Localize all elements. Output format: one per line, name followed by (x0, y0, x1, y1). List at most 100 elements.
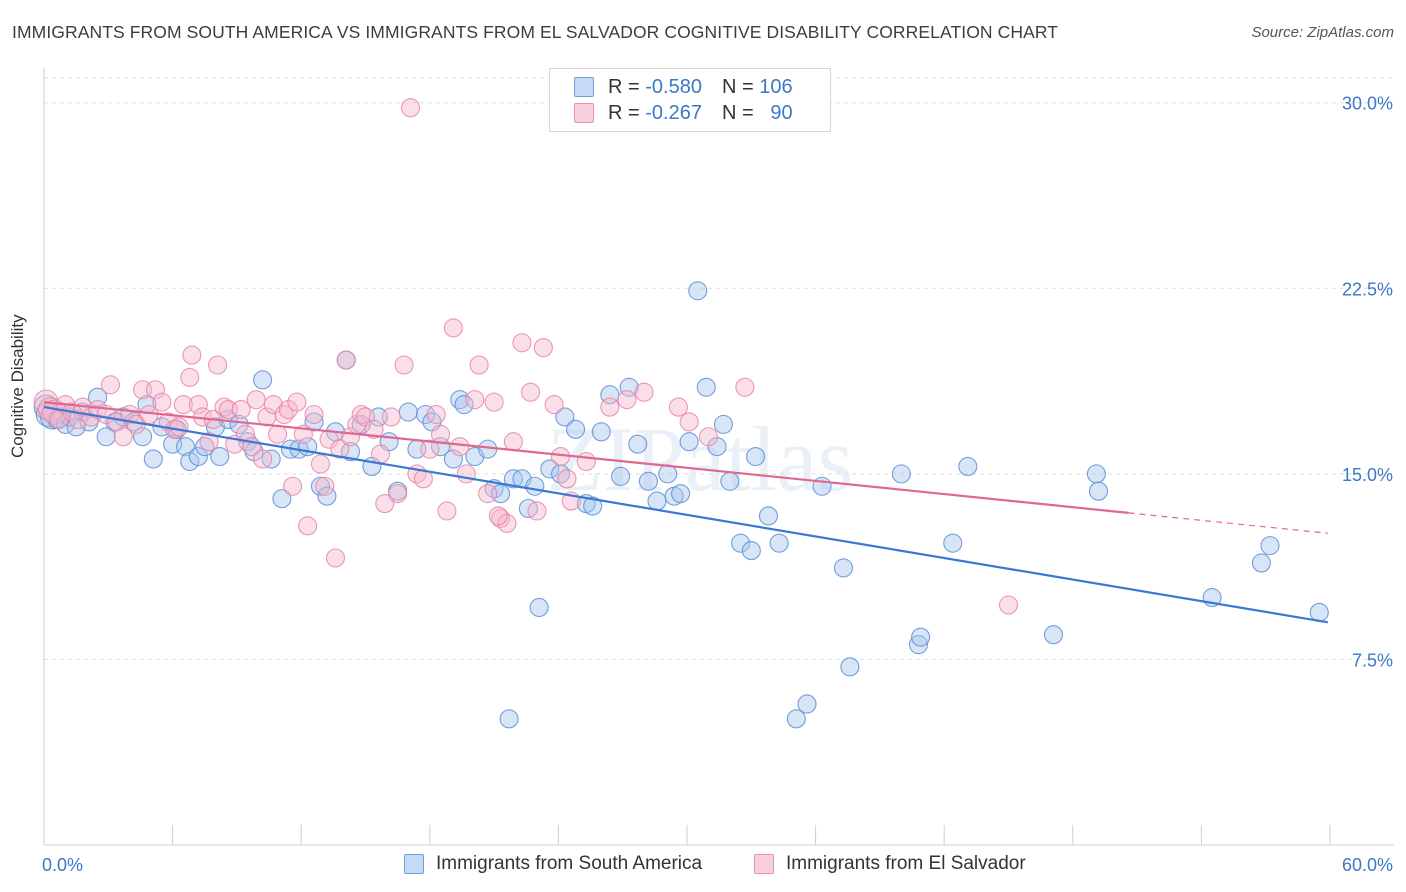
data-point (550, 464, 571, 484)
legend-r-label: R = (608, 101, 640, 124)
data-point (113, 427, 133, 447)
data-point (565, 419, 586, 439)
trend-line-south-america (43, 405, 1329, 624)
data-point (182, 345, 202, 365)
bottom-legend-label: Immigrants from El Salvador (786, 853, 1026, 874)
data-point (647, 491, 667, 511)
data-point (698, 427, 718, 447)
data-point (430, 424, 451, 444)
data-point (100, 375, 120, 395)
legend-r-value: -0.580 (645, 75, 702, 98)
data-point (253, 370, 273, 390)
data-point (499, 709, 519, 729)
data-point (634, 382, 654, 402)
data-point (152, 392, 172, 412)
data-point (394, 355, 414, 375)
data-point (325, 548, 346, 568)
data-point (527, 501, 547, 521)
data-point (443, 449, 463, 469)
data-point (713, 414, 733, 434)
data-point (253, 449, 273, 469)
data-point (143, 449, 163, 469)
data-point (400, 98, 421, 118)
data-point (375, 494, 395, 514)
data-point (173, 395, 193, 415)
data-point (638, 471, 658, 491)
data-point (310, 454, 331, 474)
data-point (484, 392, 504, 412)
legend-swatch-south-america (574, 77, 594, 97)
data-point (533, 338, 553, 358)
data-point (304, 412, 324, 432)
data-point (769, 533, 789, 553)
data-point (388, 484, 408, 504)
data-point (1043, 625, 1064, 645)
data-point (272, 489, 292, 509)
legend-swatch-el-salvador (574, 103, 594, 123)
bottom-legend-el-salvador: Immigrants from El Salvador (754, 852, 1026, 876)
x-tick-labels: 0.0% 60.0% (42, 855, 1393, 875)
data-point (679, 432, 699, 452)
y-tick-label: 7.5% (1352, 650, 1393, 670)
grid-lines (44, 77, 1394, 660)
data-point (840, 657, 860, 677)
data-point (525, 476, 545, 496)
data-point (199, 432, 219, 452)
data-point (911, 627, 931, 647)
trend-lines (43, 401, 1329, 624)
data-point (398, 402, 418, 422)
data-point (671, 484, 691, 504)
data-point (741, 541, 761, 561)
legend-n-value: 90 (770, 101, 793, 124)
data-point (469, 355, 489, 375)
data-point (283, 476, 303, 496)
data-point (287, 392, 307, 412)
data-point (310, 476, 331, 496)
legend-n-label: N = (721, 101, 754, 124)
legend-row-el-salvador: R = -0.267 N = 90 (574, 101, 793, 125)
legend-r-value: -0.267 (645, 101, 702, 124)
data-point (246, 390, 266, 410)
data-point (454, 395, 474, 415)
bottom-legend-swatch-south-america (404, 854, 424, 874)
data-point (133, 427, 153, 447)
data-point (456, 464, 476, 484)
data-point (583, 496, 603, 516)
data-point (668, 397, 688, 417)
data-point (370, 444, 391, 464)
data-point (628, 434, 648, 454)
data-point (465, 390, 485, 410)
data-point (263, 395, 283, 415)
data-point (540, 459, 560, 479)
data-point (169, 417, 189, 437)
data-point (231, 399, 251, 420)
data-point (180, 367, 200, 387)
data-point (833, 558, 854, 578)
source-label: Source: ZipAtlas.com (1251, 24, 1394, 41)
data-point (520, 382, 541, 402)
data-point (731, 533, 751, 553)
data-point (958, 456, 978, 476)
data-point (696, 377, 716, 397)
data-point (315, 476, 335, 496)
y-tick-label: 22.5% (1342, 279, 1393, 299)
data-point (268, 424, 288, 444)
data-point (908, 635, 929, 655)
legend-r-label: R = (608, 75, 640, 98)
data-point (488, 506, 508, 526)
data-point (415, 404, 436, 425)
data-point (735, 377, 755, 397)
legend-n-label: N = (721, 75, 754, 98)
bottom-legend-swatch-el-salvador (754, 854, 774, 874)
data-point (576, 451, 596, 472)
series-el-salvador-points (33, 98, 1019, 615)
data-point (619, 377, 639, 397)
data-point (145, 380, 166, 400)
data-point (891, 464, 911, 484)
data-point (420, 439, 440, 459)
bottom-legend-label: Immigrants from South America (436, 853, 703, 874)
y-tick-label: 15.0% (1342, 465, 1393, 485)
data-point (786, 709, 806, 729)
data-point (437, 501, 457, 521)
